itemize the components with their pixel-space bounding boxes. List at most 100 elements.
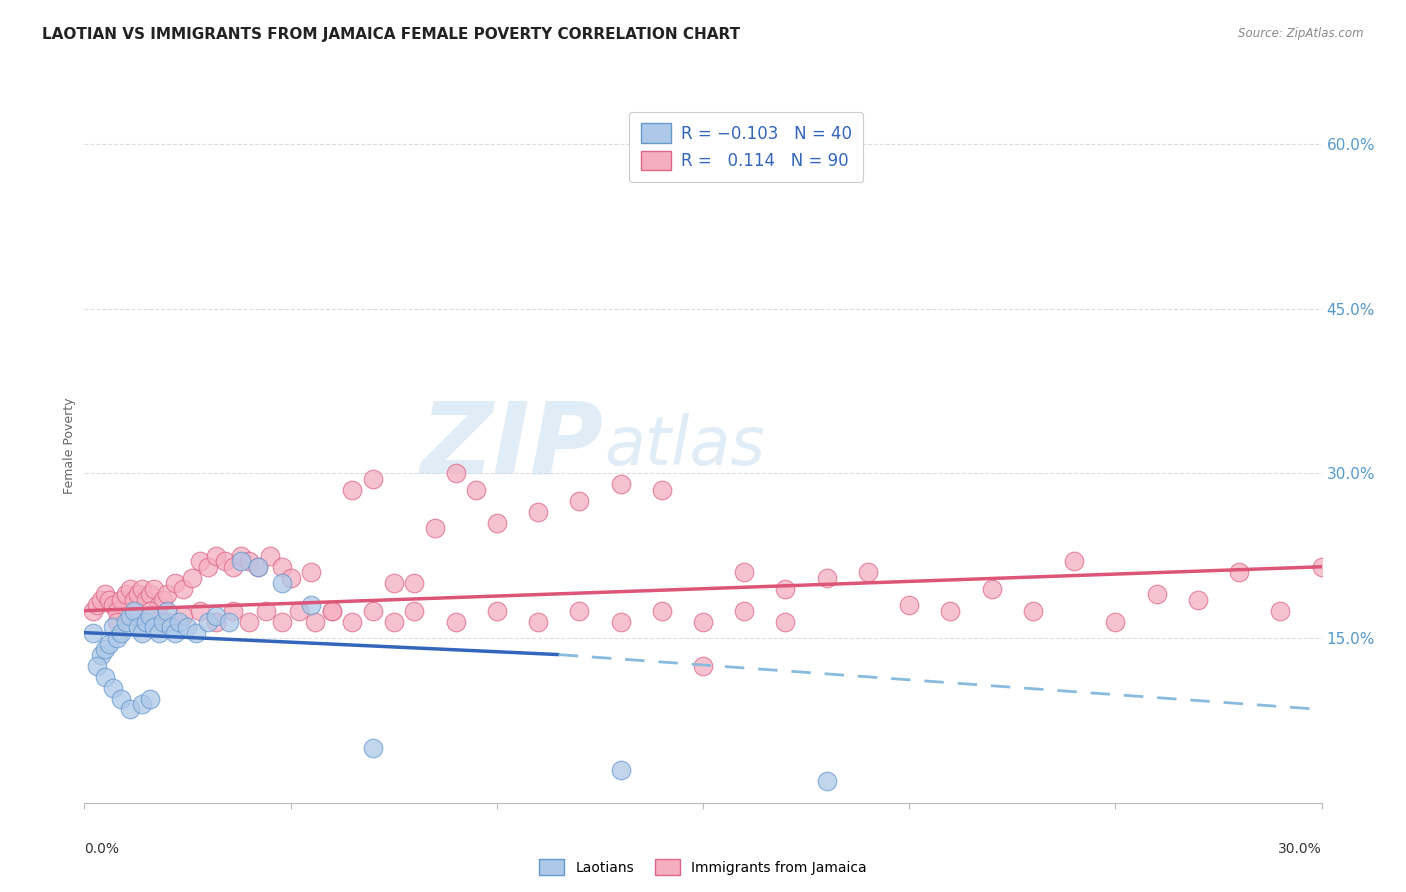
Point xyxy=(118,702,141,716)
Point xyxy=(568,494,591,508)
Legend: Laotians, Immigrants from Jamaica: Laotians, Immigrants from Jamaica xyxy=(534,854,872,880)
Point xyxy=(404,576,426,591)
Point xyxy=(98,592,121,607)
Point xyxy=(815,571,838,585)
Point xyxy=(94,587,117,601)
Text: 30.0%: 30.0% xyxy=(1278,842,1322,856)
Point xyxy=(160,620,183,634)
Point xyxy=(342,615,364,629)
Point xyxy=(197,615,219,629)
Point xyxy=(127,587,149,601)
Point xyxy=(229,554,252,568)
Point xyxy=(139,609,162,624)
Point xyxy=(86,658,108,673)
Point xyxy=(197,559,219,574)
Point xyxy=(1063,554,1085,568)
Point xyxy=(304,615,326,629)
Point xyxy=(94,669,117,683)
Point xyxy=(1310,559,1333,574)
Point xyxy=(172,609,194,624)
Point xyxy=(94,642,117,657)
Point xyxy=(103,681,125,695)
Point xyxy=(692,615,714,629)
Point xyxy=(105,631,128,645)
Point xyxy=(238,554,260,568)
Point xyxy=(214,554,236,568)
Point xyxy=(90,592,112,607)
Point xyxy=(188,554,211,568)
Point xyxy=(609,477,631,491)
Point xyxy=(382,576,405,591)
Point xyxy=(122,609,145,624)
Point xyxy=(485,516,508,530)
Point xyxy=(238,615,260,629)
Point xyxy=(156,615,179,629)
Point xyxy=(404,604,426,618)
Point xyxy=(692,658,714,673)
Point xyxy=(105,615,128,629)
Point xyxy=(271,615,294,629)
Point xyxy=(939,604,962,618)
Point xyxy=(246,559,269,574)
Text: atlas: atlas xyxy=(605,413,765,479)
Point xyxy=(122,592,145,607)
Point xyxy=(184,625,207,640)
Point xyxy=(165,625,187,640)
Point xyxy=(527,615,550,629)
Point xyxy=(103,598,125,612)
Point xyxy=(733,566,755,580)
Point xyxy=(222,604,245,618)
Point xyxy=(568,604,591,618)
Point xyxy=(110,691,132,706)
Point xyxy=(127,620,149,634)
Point xyxy=(733,604,755,618)
Point xyxy=(135,592,157,607)
Point xyxy=(229,549,252,563)
Point xyxy=(218,615,240,629)
Point xyxy=(82,604,104,618)
Point xyxy=(342,483,364,497)
Point xyxy=(651,483,673,497)
Point xyxy=(90,648,112,662)
Point xyxy=(135,615,157,629)
Point xyxy=(156,587,179,601)
Point xyxy=(775,582,797,596)
Point xyxy=(152,615,174,629)
Point xyxy=(382,615,405,629)
Point xyxy=(361,740,384,755)
Point xyxy=(1022,604,1045,618)
Point xyxy=(110,592,132,607)
Point xyxy=(152,592,174,607)
Point xyxy=(205,615,228,629)
Text: 0.0%: 0.0% xyxy=(84,842,120,856)
Point xyxy=(205,609,228,624)
Point xyxy=(143,582,166,596)
Point xyxy=(143,620,166,634)
Point xyxy=(131,582,153,596)
Point xyxy=(122,604,145,618)
Point xyxy=(423,521,446,535)
Point xyxy=(444,467,467,481)
Point xyxy=(165,576,187,591)
Point xyxy=(118,582,141,596)
Point xyxy=(188,604,211,618)
Point xyxy=(176,620,198,634)
Point xyxy=(651,604,673,618)
Point xyxy=(167,615,190,629)
Point xyxy=(148,598,170,612)
Point xyxy=(110,625,132,640)
Point xyxy=(148,625,170,640)
Point xyxy=(114,587,136,601)
Point xyxy=(1146,587,1168,601)
Point xyxy=(609,763,631,777)
Point xyxy=(139,604,162,618)
Point xyxy=(299,598,322,612)
Point xyxy=(98,637,121,651)
Point xyxy=(775,615,797,629)
Point xyxy=(131,697,153,711)
Point xyxy=(156,604,179,618)
Point xyxy=(271,559,294,574)
Point xyxy=(172,582,194,596)
Point xyxy=(280,571,302,585)
Point xyxy=(321,604,343,618)
